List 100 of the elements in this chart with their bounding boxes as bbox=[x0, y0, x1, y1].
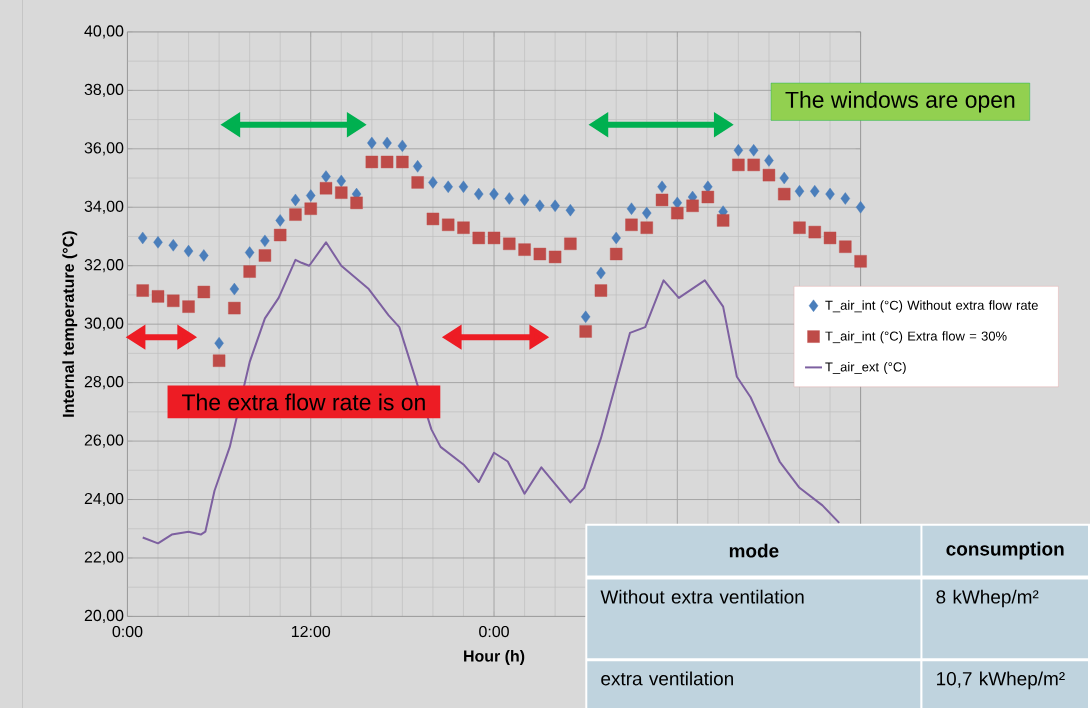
point bbox=[579, 325, 592, 338]
point bbox=[319, 181, 333, 195]
point bbox=[504, 192, 514, 205]
point bbox=[380, 155, 394, 169]
point bbox=[382, 136, 392, 150]
point bbox=[778, 187, 791, 201]
point bbox=[289, 208, 302, 221]
x-tick-label: 0:00 bbox=[479, 625, 509, 638]
point bbox=[548, 250, 562, 264]
point bbox=[350, 196, 363, 209]
point bbox=[304, 202, 317, 215]
point bbox=[243, 265, 256, 278]
point bbox=[258, 249, 272, 262]
y-tick-label: 22,00 bbox=[84, 551, 124, 565]
legend-label: T_air_ext (°C) bbox=[825, 361, 906, 374]
point bbox=[686, 199, 699, 212]
point bbox=[840, 192, 851, 205]
point bbox=[564, 237, 577, 250]
text: 8 kWhep/m² bbox=[936, 589, 1039, 608]
point bbox=[487, 231, 501, 245]
point bbox=[182, 300, 195, 313]
y-tick-label: 40,00 bbox=[84, 25, 124, 39]
point bbox=[183, 244, 194, 258]
point bbox=[321, 170, 331, 183]
point bbox=[457, 221, 470, 234]
point bbox=[748, 143, 759, 157]
point bbox=[151, 290, 165, 303]
point bbox=[136, 284, 149, 297]
point bbox=[839, 240, 852, 253]
y-tick-label: 20,00 bbox=[84, 609, 124, 623]
legend-label: T_air_int (°C) Extra flow = 30% bbox=[825, 331, 1007, 344]
y-tick-label: 36,00 bbox=[84, 142, 124, 156]
point bbox=[732, 158, 745, 171]
point bbox=[244, 246, 255, 259]
point bbox=[808, 225, 821, 239]
point bbox=[290, 193, 301, 207]
point bbox=[594, 284, 608, 297]
y-tick-label: 28,00 bbox=[84, 375, 124, 390]
point bbox=[747, 158, 760, 171]
x-tick-label: 0:00 bbox=[112, 625, 143, 638]
y-tick-label: 38,00 bbox=[84, 83, 124, 97]
point bbox=[397, 139, 408, 152]
y-tick-label: 30,00 bbox=[84, 317, 124, 331]
point bbox=[793, 221, 806, 234]
x-axis-title: Hour (h) bbox=[464, 649, 525, 665]
point bbox=[580, 310, 591, 323]
legend-label: T_air_int (°C) Without extra flow rate bbox=[825, 300, 1038, 313]
point bbox=[443, 180, 453, 193]
point bbox=[365, 155, 379, 169]
point bbox=[458, 180, 469, 193]
point bbox=[825, 187, 835, 201]
point bbox=[260, 234, 270, 247]
point bbox=[228, 301, 241, 315]
text: extra ventilation bbox=[601, 671, 733, 686]
point bbox=[138, 231, 148, 245]
point bbox=[533, 247, 547, 261]
point bbox=[197, 285, 211, 299]
point bbox=[229, 282, 240, 296]
point bbox=[474, 187, 484, 201]
point bbox=[733, 143, 744, 157]
point bbox=[336, 174, 346, 188]
point bbox=[535, 199, 545, 212]
point bbox=[212, 354, 226, 367]
point bbox=[489, 187, 499, 201]
point bbox=[854, 255, 867, 268]
point bbox=[472, 231, 485, 245]
point bbox=[823, 231, 837, 245]
point bbox=[640, 221, 653, 234]
point bbox=[625, 218, 638, 231]
point bbox=[626, 202, 637, 215]
point bbox=[412, 160, 423, 173]
point bbox=[716, 214, 730, 227]
point bbox=[565, 203, 576, 217]
point bbox=[701, 190, 715, 204]
point bbox=[794, 184, 805, 198]
point bbox=[519, 193, 530, 207]
point bbox=[764, 154, 774, 167]
annotation: Without extra ventilation bbox=[600, 589, 804, 604]
x-tick-label: 12:00 bbox=[291, 625, 331, 638]
y-tick-label: 24,00 bbox=[84, 492, 124, 507]
point bbox=[428, 176, 438, 189]
point bbox=[610, 247, 623, 261]
text: 10,7 kWhep/m² bbox=[937, 671, 1065, 690]
y-tick-label: 26,00 bbox=[84, 434, 124, 448]
point bbox=[153, 236, 163, 249]
point bbox=[611, 231, 621, 245]
point bbox=[275, 214, 285, 227]
y-tick-label: 32,00 bbox=[84, 259, 124, 273]
point bbox=[810, 184, 820, 198]
point bbox=[550, 199, 560, 212]
point bbox=[642, 206, 652, 220]
point bbox=[396, 155, 409, 169]
point bbox=[671, 206, 684, 220]
point bbox=[762, 168, 776, 182]
point bbox=[426, 212, 440, 226]
point bbox=[199, 249, 209, 262]
y-axis-title: Internal temperature (°C) bbox=[62, 231, 78, 417]
point bbox=[518, 243, 531, 256]
annotation: mode bbox=[729, 543, 779, 558]
point bbox=[657, 180, 667, 193]
